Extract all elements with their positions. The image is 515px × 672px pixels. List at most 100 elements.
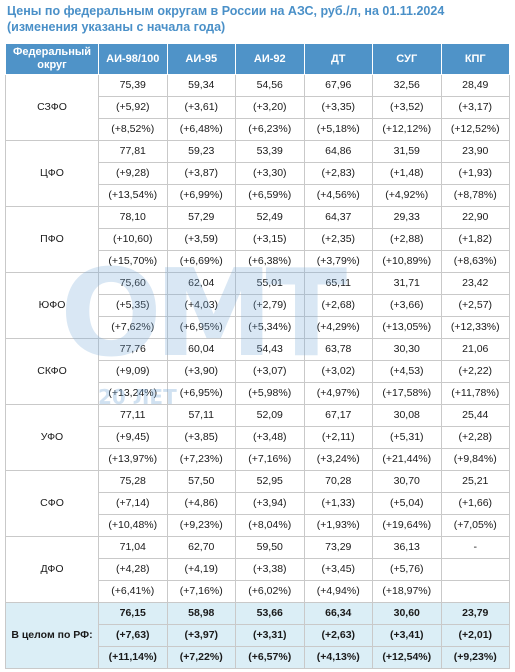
price-cell: 25,21 [440, 470, 510, 493]
change-abs-cell: (+9,09) [98, 360, 168, 383]
total-row: (+11,14%) (+7,22%) (+6,57%) (+4,13%) (+12,54… [6, 646, 510, 669]
title-line-2: (изменения указаны с начала года) [7, 20, 226, 34]
change-abs-cell: (+1,66) [440, 492, 510, 515]
region-name: ДФО [5, 536, 99, 603]
total-label: В целом по РФ: [5, 602, 99, 669]
change-abs-cell: (+3,61) [166, 96, 236, 119]
price-cell: 62,04 [166, 272, 236, 295]
change-abs-cell: (+3,15) [235, 228, 305, 251]
region-name: ЦФО [5, 140, 99, 207]
change-abs-cell: (+4,53) [372, 360, 442, 383]
change-pct-cell: (+7,23%) [166, 448, 236, 471]
table-row: ПФО 78,10 57,29 52,49 64,37 29,33 22,90 [5, 206, 510, 273]
price-cell: 57,11 [166, 404, 236, 427]
price-cell: 57,29 [166, 206, 236, 229]
table-row: (+13,54%) (+6,99%) (+6,59%) (+4,56%) (+4,92%… [6, 184, 510, 207]
change-pct-cell: (+18,97%) [372, 580, 442, 603]
change-pct-cell: (+4,94%) [303, 580, 373, 603]
price-cell: 77,76 [98, 338, 168, 361]
change-abs-cell: (+5,35) [98, 294, 168, 317]
price-cell: 52,95 [235, 470, 305, 493]
region-name: ЮФО [5, 272, 99, 339]
price-cell: 63,78 [303, 338, 373, 361]
change-pct-cell: (+13,97%) [98, 448, 168, 471]
price-cell: 55,01 [235, 272, 305, 295]
price-cell: 77,11 [98, 404, 168, 427]
price-cell: 31,71 [372, 272, 442, 295]
price-cell: 54,56 [235, 74, 305, 97]
change-abs-cell: (+5,92) [98, 96, 168, 119]
change-abs-cell: (+3,31) [235, 624, 305, 647]
price-cell: 65,11 [303, 272, 373, 295]
region-name: СФО [5, 470, 99, 537]
price-cell: 60,04 [166, 338, 236, 361]
change-pct-cell: (+13,05%) [372, 316, 442, 339]
price-cell: 30,08 [372, 404, 442, 427]
change-pct-cell: (+12,12%) [372, 118, 442, 141]
change-abs-cell: (+3,59) [166, 228, 236, 251]
change-pct-cell: (+6,57%) [235, 646, 305, 669]
change-pct-cell: (+11,14%) [98, 646, 168, 669]
price-cell: 78,10 [98, 206, 168, 229]
table-row: (+13,24%) (+6,95%) (+5,98%) (+4,97%) (+17,58… [6, 382, 510, 405]
price-cell: 76,15 [98, 602, 168, 625]
change-pct-cell: (+8,04%) [235, 514, 305, 537]
price-cell: 30,30 [372, 338, 442, 361]
table-row: (+4,28) (+4,19) (+3,38) (+3,45) (+5,76) [6, 558, 510, 581]
change-pct-cell: (+15,70%) [98, 250, 168, 273]
change-pct-cell: (+6,02%) [235, 580, 305, 603]
price-cell: 54,43 [235, 338, 305, 361]
change-abs-cell: (+3,38) [235, 558, 305, 581]
header-fuel-3: АИ-92 [235, 43, 305, 75]
price-cell: 22,90 [440, 206, 510, 229]
header-row: Федеральный округ АИ-98/100 АИ-95 АИ-92 ДТ СУ… [5, 43, 510, 75]
header-fuel-1: АИ-98/100 [98, 43, 168, 75]
price-cell: 32,56 [372, 74, 442, 97]
change-pct-cell: (+7,22%) [166, 646, 236, 669]
table-row: (+8,52%) (+6,48%) (+6,23%) (+5,18%) (+12,12%… [6, 118, 510, 141]
change-abs-cell: (+10,60) [98, 228, 168, 251]
price-cell: 28,49 [440, 74, 510, 97]
change-abs-cell: (+2,01) [440, 624, 510, 647]
change-abs-cell: (+9,28) [98, 162, 168, 185]
change-pct-cell: (+7,62%) [98, 316, 168, 339]
header-fuel-2: АИ-95 [166, 43, 236, 75]
header-fuel-6: КПГ [440, 43, 510, 75]
header-fuel-4: ДТ [303, 43, 373, 75]
price-cell: 53,66 [235, 602, 305, 625]
change-abs-cell: (+4,28) [98, 558, 168, 581]
change-pct-cell: (+4,56%) [303, 184, 373, 207]
change-pct-cell: (+1,93%) [303, 514, 373, 537]
change-pct-cell: (+10,89%) [372, 250, 442, 273]
fuel-price-table: Федеральный округ АИ-98/100 АИ-95 АИ-92 ДТ СУ… [5, 43, 510, 669]
table-row: (+6,41%) (+7,16%) (+6,02%) (+4,94%) (+18,97%… [6, 580, 510, 603]
price-cell: 23,42 [440, 272, 510, 295]
change-pct-cell: (+4,29%) [303, 316, 373, 339]
change-abs-cell: (+4,86) [166, 492, 236, 515]
price-cell: 66,34 [303, 602, 373, 625]
table-row: СФО 75,28 57,50 52,95 70,28 30,70 25,21 [5, 470, 510, 537]
change-abs-cell: (+3,85) [166, 426, 236, 449]
change-abs-cell: (+5,04) [372, 492, 442, 515]
price-cell: 77,81 [98, 140, 168, 163]
table-row: (+7,14) (+4,86) (+3,94) (+1,33) (+5,04) (+1,6… [6, 492, 510, 515]
change-pct-cell [440, 580, 510, 603]
change-pct-cell: (+10,48%) [98, 514, 168, 537]
change-pct-cell: (+6,59%) [235, 184, 305, 207]
change-pct-cell: (+17,58%) [372, 382, 442, 405]
change-pct-cell: (+8,52%) [98, 118, 168, 141]
change-abs-cell: (+3,66) [372, 294, 442, 317]
change-pct-cell: (+19,64%) [372, 514, 442, 537]
price-cell: 62,70 [166, 536, 236, 559]
price-cell: 52,09 [235, 404, 305, 427]
change-pct-cell: (+6,41%) [98, 580, 168, 603]
change-pct-cell: (+6,23%) [235, 118, 305, 141]
change-abs-cell: (+3,02) [303, 360, 373, 383]
change-abs-cell: (+3,94) [235, 492, 305, 515]
price-cell: 58,98 [166, 602, 236, 625]
change-pct-cell: (+9,23%) [166, 514, 236, 537]
price-cell: 67,96 [303, 74, 373, 97]
header-federal-district: Федеральный округ [5, 43, 99, 75]
table-row: (+9,28) (+3,87) (+3,30) (+2,83) (+1,48) (+1,9… [6, 162, 510, 185]
change-pct-cell: (+12,33%) [440, 316, 510, 339]
